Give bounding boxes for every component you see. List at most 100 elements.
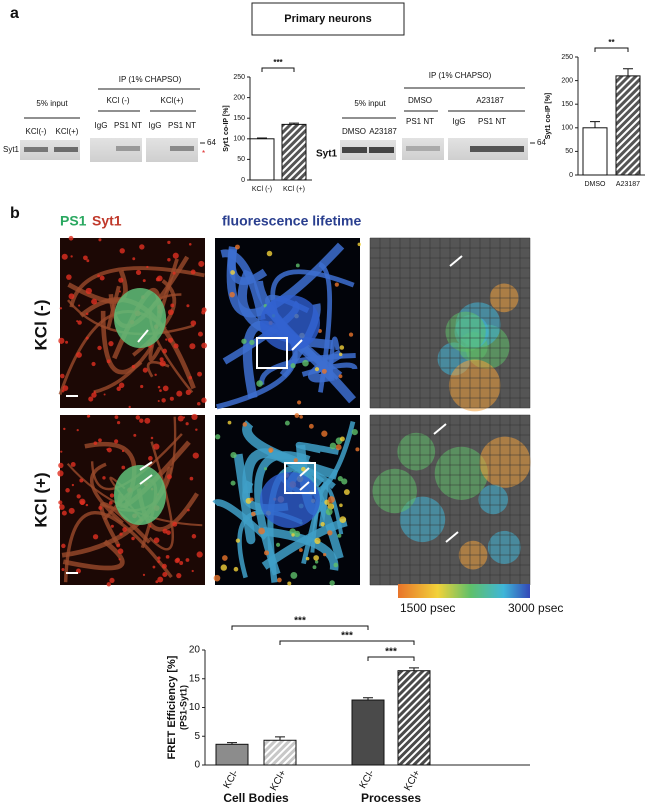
hotspot: [372, 468, 417, 514]
puncta: [327, 496, 335, 504]
x-tick-label: DMSO: [585, 181, 607, 188]
protein-label: Syt1: [316, 149, 338, 160]
puncta: [149, 525, 152, 528]
puncta: [197, 371, 203, 377]
puncta: [148, 456, 153, 461]
puncta: [93, 441, 98, 445]
channel-label: Syt1: [92, 213, 122, 229]
puncta: [172, 252, 179, 259]
puncta: [327, 530, 333, 536]
puncta: [107, 447, 112, 453]
puncta: [93, 390, 96, 394]
puncta: [263, 467, 268, 471]
color-bar: [398, 584, 530, 598]
puncta: [60, 450, 63, 453]
puncta: [191, 534, 197, 539]
neurite: [295, 441, 340, 455]
puncta: [176, 573, 182, 579]
hotspot: [434, 446, 488, 500]
puncta: [76, 429, 79, 432]
puncta: [188, 242, 192, 246]
puncta: [323, 552, 327, 557]
puncta: [118, 382, 125, 389]
neurite: [89, 462, 124, 525]
puncta: [119, 248, 125, 254]
lifetime-title: fluorescence lifetime: [222, 213, 361, 229]
puncta: [155, 580, 159, 584]
hotspot: [448, 359, 501, 412]
title-box: [251, 2, 405, 36]
neurite: [62, 539, 125, 571]
puncta: [227, 420, 232, 425]
puncta: [198, 260, 205, 267]
scale-label: 1500 psec: [400, 601, 455, 615]
antibody-label: PS1 NT: [168, 121, 196, 130]
error-bar: [363, 697, 373, 701]
significance-bracket: [231, 625, 369, 630]
puncta: [142, 367, 148, 373]
puncta: [157, 385, 161, 389]
hotspot: [479, 436, 531, 488]
significance-label: ***: [341, 631, 353, 642]
antibody-label: IgG: [453, 117, 466, 126]
puncta: [348, 332, 354, 337]
puncta: [97, 274, 101, 278]
puncta: [110, 524, 114, 528]
puncta: [114, 439, 119, 444]
puncta: [59, 504, 65, 510]
puncta: [299, 415, 303, 419]
scale-label: 3000 psec: [508, 601, 563, 615]
arrow: [299, 467, 310, 477]
asterisk: *: [202, 149, 205, 158]
antibody-label: PS1 NT: [478, 117, 506, 126]
puncta: [229, 291, 235, 298]
puncta: [258, 527, 265, 535]
puncta: [177, 415, 184, 422]
puncta: [242, 422, 248, 427]
puncta: [256, 380, 263, 387]
error-bar: [409, 667, 419, 671]
puncta: [185, 389, 192, 395]
puncta: [338, 374, 343, 379]
row-label: KCl (+): [31, 472, 50, 527]
puncta: [159, 360, 166, 367]
puncta: [201, 310, 206, 315]
puncta: [79, 500, 85, 506]
puncta: [321, 430, 328, 437]
puncta: [234, 244, 240, 250]
puncta: [314, 537, 321, 545]
puncta: [142, 279, 146, 283]
puncta: [88, 396, 94, 402]
puncta: [182, 416, 186, 419]
puncta: [179, 561, 184, 565]
puncta: [71, 483, 75, 487]
puncta: [327, 503, 335, 510]
y-tick-label: 150: [561, 101, 573, 108]
soma: [260, 472, 320, 528]
puncta: [308, 423, 314, 429]
puncta: [186, 304, 190, 308]
puncta: [65, 488, 70, 493]
y-axis-sublabel: (PS1-Syt1): [178, 685, 188, 730]
hotspot: [445, 311, 486, 352]
puncta: [117, 548, 124, 555]
error-bar: [257, 137, 267, 139]
puncta: [97, 345, 102, 351]
puncta: [122, 527, 127, 532]
soma: [114, 465, 166, 525]
significance-bracket: [594, 47, 629, 52]
puncta: [60, 373, 65, 379]
puncta: [162, 571, 168, 578]
ip-label: IP (1% CHAPSO): [429, 71, 492, 80]
puncta: [338, 352, 343, 357]
micrographs: [57, 235, 531, 587]
puncta: [170, 303, 175, 308]
bar: [281, 123, 307, 181]
arrow: [445, 531, 459, 543]
arrow: [433, 423, 447, 435]
puncta: [62, 385, 69, 392]
puncta: [314, 367, 320, 372]
protein-label: Syt1: [3, 145, 20, 154]
puncta: [157, 399, 160, 403]
neurite: [99, 502, 151, 547]
